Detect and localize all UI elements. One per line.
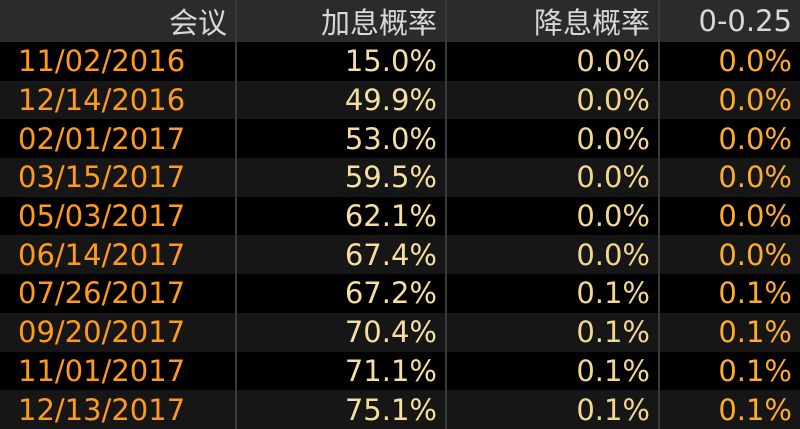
probability-cell: 53.0%: [237, 119, 447, 159]
probability-cell: 15.0%: [237, 42, 447, 81]
probability-cell: 0.0%: [718, 160, 792, 195]
probability-cell: 70.4%: [237, 312, 447, 352]
table-row: 03/15/2017 59.5% 0.0% 0.0%: [0, 158, 800, 197]
table-row: 12/14/2016 49.9% 0.0% 0.0%: [0, 80, 800, 120]
probability-cell: 49.9%: [237, 80, 447, 120]
meeting-date: 09/20/2017: [0, 312, 237, 352]
table-row: 06/14/2017 67.4% 0.0% 0.0%: [0, 235, 800, 275]
probability-cell: 0.1%: [447, 274, 660, 313]
probability-cell: 0.1%: [718, 315, 792, 350]
probability-cell: 67.2%: [237, 274, 447, 313]
meeting-date: 07/26/2017: [0, 274, 237, 313]
probability-cell: 67.4%: [237, 235, 447, 275]
probability-cell: 0.1%: [718, 392, 792, 427]
probability-cell: 0.1%: [447, 312, 660, 352]
probability-cell: 62.1%: [237, 196, 447, 236]
probability-cell: 0.0%: [447, 235, 660, 275]
probability-cell: 0.1%: [447, 351, 660, 391]
column-header: 会议: [0, 0, 237, 42]
probability-cell: 59.5%: [237, 158, 447, 197]
meeting-date: 06/14/2017: [0, 235, 237, 275]
meeting-date: 11/02/2016: [0, 42, 237, 81]
meeting-date: 03/15/2017: [0, 158, 237, 197]
probability-cell: 0.0%: [718, 83, 792, 118]
probability-cell: 0.0%: [718, 237, 792, 272]
table-row: 11/01/2017 71.1% 0.1% 0.1%: [0, 351, 800, 391]
table-row: 11/02/2016 15.0% 0.0% 0.0%: [0, 42, 800, 81]
probability-cell: 0.1%: [447, 390, 660, 429]
table-row: 05/03/2017 62.1% 0.0% 0.0%: [0, 196, 800, 236]
column-header: 加息概率: [237, 0, 447, 42]
meeting-date: 12/13/2017: [0, 390, 237, 429]
table-body: 11/02/2016 15.0% 0.0% 0.0% 12/14/2016 49.9% 0.…: [0, 42, 800, 429]
table-row: 02/01/2017 53.0% 0.0% 0.0%: [0, 119, 800, 159]
meeting-date: 05/03/2017: [0, 196, 237, 236]
header-row: 会议 加息概率 降息概率 0-0.25: [0, 0, 800, 42]
meeting-date: 11/01/2017: [0, 351, 237, 391]
meeting-date: 12/14/2016: [0, 80, 237, 120]
table-row: 07/26/2017 67.2% 0.1% 0.1%: [0, 274, 800, 313]
probability-cell: 0.0%: [447, 42, 660, 81]
probability-cell: 0.1%: [718, 353, 792, 388]
probability-cell: 0.0%: [447, 196, 660, 236]
probability-cell: 75.1%: [237, 390, 447, 429]
probability-cell: 0.0%: [447, 119, 660, 159]
column-header: 0-0.25: [698, 4, 793, 38]
column-header: 降息概率: [447, 0, 660, 42]
table-row: 09/20/2017 70.4% 0.1% 0.1%: [0, 312, 800, 352]
probability-cell: 0.0%: [718, 199, 792, 234]
meeting-date: 02/01/2017: [0, 119, 237, 159]
probability-cell: 71.1%: [237, 351, 447, 391]
probability-cell: 0.0%: [718, 121, 792, 156]
probability-cell: 0.0%: [718, 44, 792, 79]
probability-cell: 0.0%: [447, 158, 660, 197]
probability-cell: 0.0%: [447, 80, 660, 120]
probability-cell: 0.1%: [718, 276, 792, 311]
table-row: 12/13/2017 75.1% 0.1% 0.1%: [0, 390, 800, 429]
